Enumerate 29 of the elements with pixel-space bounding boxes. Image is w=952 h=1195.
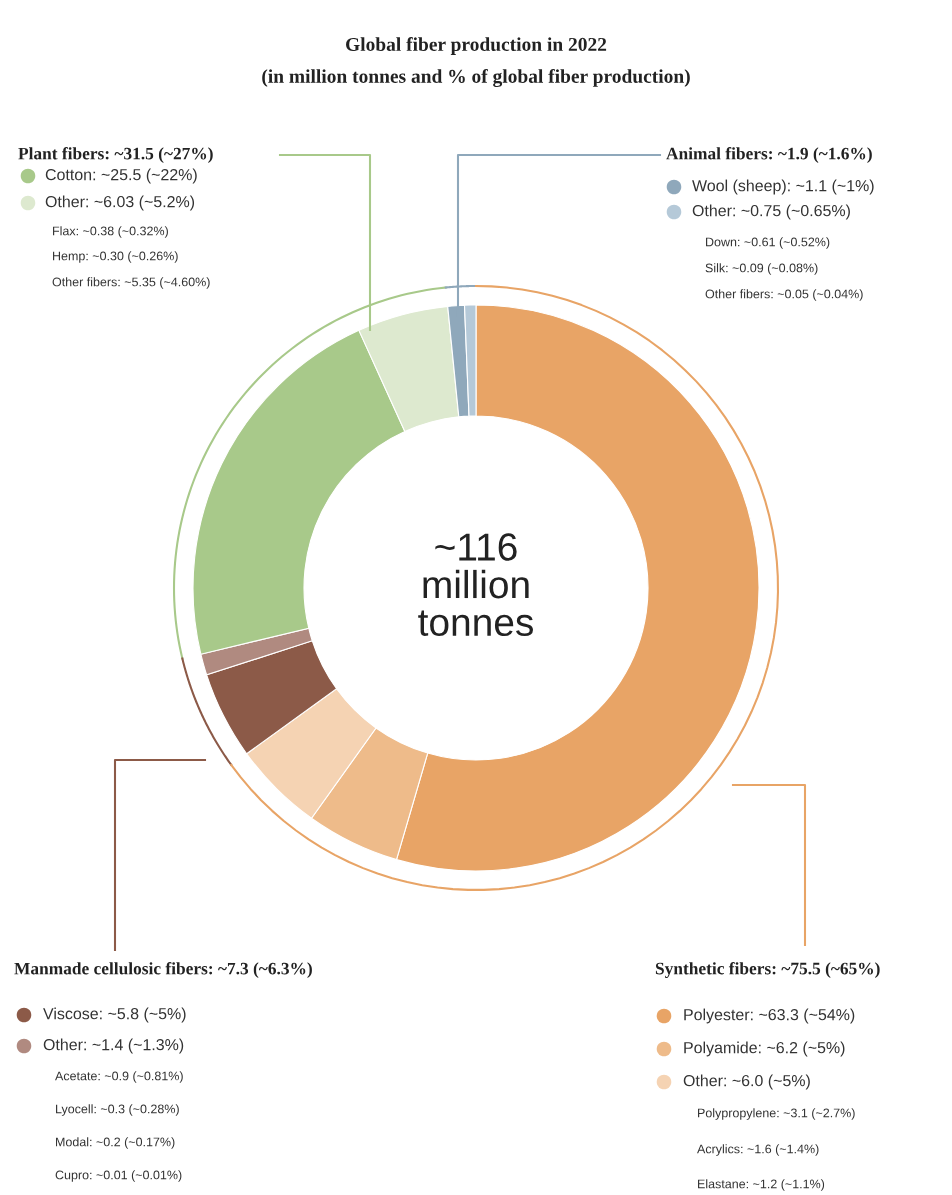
text: Other fibers: ~5.35 (~4.60%) (52, 277, 210, 289)
text: Manmade cellulosic fibers: ~7.3 (~6.3%) (14, 962, 312, 978)
text: Acrylics: ~1.6 (~1.4%) (697, 1144, 819, 1156)
text: Other fibers: ~0.05 (~0.04%) (705, 289, 863, 301)
legend-label: Other: ~6.03 (~5.2%) (45, 195, 195, 211)
legend-label: Polyamide: ~6.2 (~5%) (684, 1041, 845, 1057)
text: Plant fibers: ~31.5 (~27%) (18, 147, 213, 163)
legend-label: Cotton: ~25.5 (~22%) (45, 168, 197, 184)
legend-label: Wool (sheep): ~1.1 (~1%) (692, 179, 874, 195)
chart-subtitle: (in million tonnes and % of global fiber production) (262, 69, 690, 87)
text: Animal fibers: ~1.9 (~1.6%) (666, 147, 872, 163)
legend-label: Polyester: ~63.3 (~54%) (684, 1008, 855, 1024)
legend-label: Other: ~0.75 (~0.65%) (692, 204, 850, 220)
text: Flax: ~0.38 (~0.32%) (53, 226, 168, 238)
text: Down: ~0.61 (~0.52%) (706, 237, 830, 249)
legend-label: Other: ~6.0 (~5%) (683, 1074, 810, 1090)
text: ~116 million tonnes (418, 533, 533, 637)
text: Modal: ~0.2 (~0.17%) (56, 1137, 175, 1149)
text: Acetate: ~0.9 (~0.81%) (55, 1071, 183, 1083)
text: Polypropylene: ~3.1 (~2.7%) (698, 1108, 855, 1120)
text: Elastane: ~1.2 (~1.1%) (698, 1179, 825, 1191)
chart-title: Global fiber production in 2022 (346, 37, 607, 55)
text: Hemp: ~0.30 (~0.26%) (53, 251, 178, 263)
legend-label: Other: ~1.4 (~1.3%) (43, 1038, 184, 1054)
text: Lyocell: ~0.3 (~0.28%) (56, 1104, 179, 1116)
text: Synthetic fibers: ~75.5 (~65%) (655, 962, 880, 978)
text: Silk: ~0.09 (~0.08%) (705, 263, 818, 275)
legend-label: Viscose: ~5.8 (~5%) (43, 1007, 186, 1023)
text: Cupro: ~0.01 (~0.01%) (55, 1170, 182, 1182)
